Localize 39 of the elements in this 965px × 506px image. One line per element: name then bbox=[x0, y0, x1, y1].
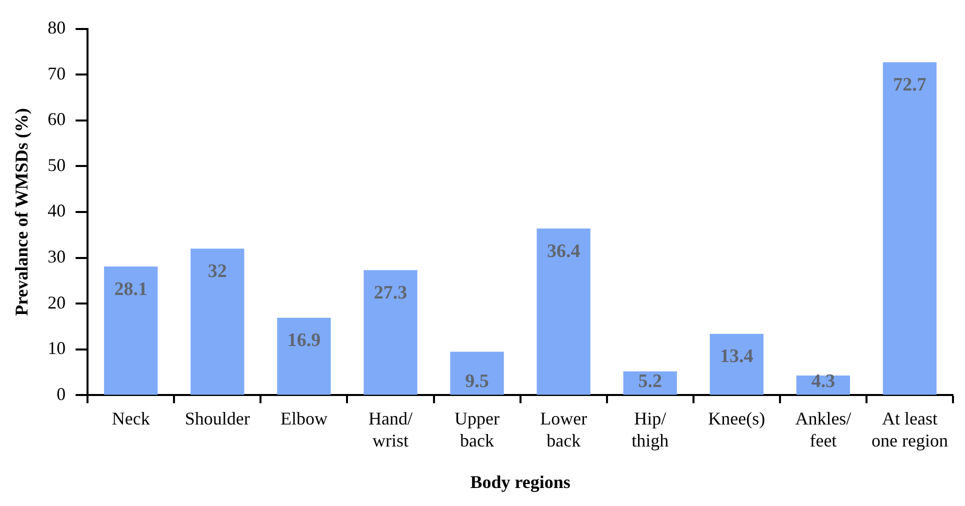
x-tick-label: Ankles/ feet bbox=[795, 408, 852, 450]
x-tick-label: Shoulder bbox=[184, 408, 250, 429]
y-tick-label: 30 bbox=[48, 246, 66, 267]
bar bbox=[364, 270, 418, 395]
bar bbox=[277, 318, 331, 395]
data-label: 27.3 bbox=[374, 282, 408, 304]
data-label: 32 bbox=[208, 261, 227, 282]
data-label: 9.5 bbox=[465, 371, 489, 392]
y-tick-label: 70 bbox=[48, 63, 66, 84]
y-tick-label: 40 bbox=[48, 200, 66, 221]
x-tick-label: Hip/ thigh bbox=[632, 408, 669, 450]
data-label: 13.4 bbox=[720, 346, 754, 368]
data-label: 4.3 bbox=[811, 371, 836, 392]
bar bbox=[536, 228, 590, 395]
bar bbox=[190, 248, 244, 395]
y-tick-label: 10 bbox=[48, 338, 66, 358]
x-tick-label: Lower back bbox=[540, 408, 588, 450]
bar bbox=[710, 334, 764, 395]
y-tick-label: 20 bbox=[48, 292, 66, 312]
x-tick-label: Knee(s) bbox=[708, 408, 766, 429]
x-tick-label: Upper back bbox=[454, 408, 500, 450]
y-tick-label: 0 bbox=[56, 384, 66, 404]
x-tick-label: At least one region bbox=[871, 408, 948, 450]
data-label: 72.7 bbox=[893, 74, 927, 96]
x-tick-label: Neck bbox=[112, 408, 150, 429]
data-label: 36.4 bbox=[546, 240, 581, 262]
data-label: 16.9 bbox=[287, 330, 321, 352]
data-label: 28.1 bbox=[114, 278, 148, 300]
bar bbox=[450, 352, 504, 395]
data-label: 5.2 bbox=[638, 371, 662, 392]
bar bbox=[104, 266, 158, 395]
y-tick-label: 60 bbox=[48, 109, 66, 130]
y-tick-label: 50 bbox=[48, 154, 66, 175]
x-tick-label: Hand/ wrist bbox=[368, 408, 412, 450]
bar bbox=[882, 62, 937, 395]
y-tick-label: 80 bbox=[48, 18, 66, 38]
x-tick-label: Elbow bbox=[280, 408, 328, 429]
y-axis-title: Prevalance of WMSDs (%) bbox=[11, 108, 32, 316]
x-axis-title: Body regions bbox=[470, 472, 570, 492]
